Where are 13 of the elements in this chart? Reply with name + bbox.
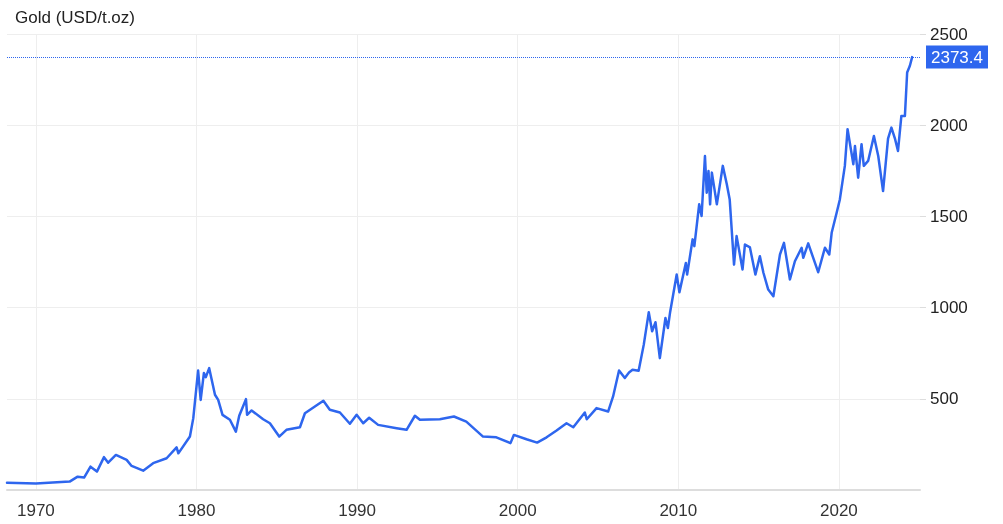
y-tick-label: 1500 — [930, 206, 968, 226]
chart-title: Gold (USD/t.oz) — [15, 8, 135, 27]
y-tick-label: 2000 — [930, 115, 968, 135]
x-tick-label: 2010 — [659, 501, 698, 520]
y-tick-label: 500 — [930, 389, 959, 409]
y-tick-label: 1000 — [930, 298, 968, 318]
x-tick-label: 2020 — [819, 501, 858, 520]
x-tick-label: 1990 — [338, 501, 377, 520]
x-tick-label: 1980 — [177, 501, 216, 520]
x-tick-label: 2000 — [498, 501, 537, 520]
ref-line-label: 2373.4 — [931, 47, 983, 67]
x-tick-label: 1970 — [16, 501, 55, 520]
y-tick-label: 2500 — [930, 24, 968, 44]
